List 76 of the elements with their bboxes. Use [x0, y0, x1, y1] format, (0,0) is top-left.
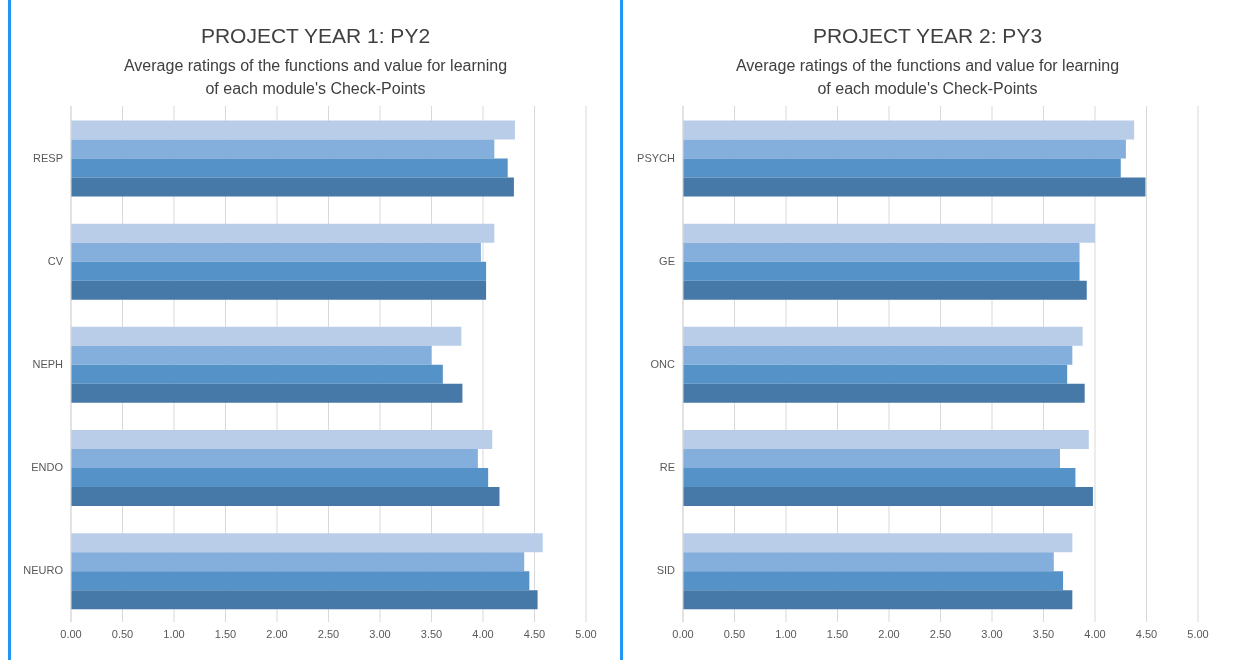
y-tick-label: RE — [659, 461, 675, 474]
bar — [71, 571, 530, 591]
x-tick-label: 4.00 — [472, 627, 494, 640]
x-tick-label: 2.00 — [878, 627, 900, 640]
x-tick-label: 0.00 — [60, 627, 82, 640]
bar — [683, 158, 1121, 178]
y-tick-label: CV — [47, 254, 64, 267]
bar — [683, 468, 1076, 488]
x-tick-label: 5.00 — [1187, 627, 1209, 640]
bar — [71, 449, 478, 469]
chart-subtitle: Average ratings of the functions and value for learning of each module's Check-Points — [734, 56, 1121, 99]
bar — [71, 430, 493, 450]
x-tick-label: 4.50 — [523, 627, 546, 640]
bar — [71, 533, 543, 553]
x-tick-label: 3.50 — [1032, 627, 1055, 640]
chart-subtitle: Average ratings of the functions and value for learning of each module's Check-Points — [122, 56, 509, 99]
bar — [683, 590, 1073, 610]
y-tick-label: RESP — [33, 151, 63, 164]
chart-title: PROJECT YEAR 1: PY2 — [199, 24, 432, 48]
bar — [71, 223, 495, 243]
bar — [71, 383, 463, 403]
x-tick-label: 1.50 — [214, 627, 237, 640]
bar — [71, 120, 515, 140]
x-tick-label: 1.00 — [163, 627, 185, 640]
bar — [683, 120, 1135, 140]
bar — [683, 242, 1080, 262]
x-tick-label: 0.50 — [111, 627, 134, 640]
bar — [71, 364, 443, 384]
y-tick-label: GE — [659, 254, 675, 267]
x-tick-label: 2.50 — [317, 627, 340, 640]
bar — [683, 177, 1146, 197]
bar — [683, 552, 1054, 572]
bar — [683, 280, 1087, 300]
bar — [71, 280, 487, 300]
x-tick-label: 5.00 — [575, 627, 597, 640]
x-tick-label: 4.00 — [1084, 627, 1106, 640]
x-tick-label: 1.50 — [826, 627, 849, 640]
bar — [71, 177, 514, 197]
bar — [71, 468, 489, 488]
x-tick-label: 3.50 — [420, 627, 443, 640]
bar — [683, 430, 1089, 450]
y-tick-label: ONC — [650, 357, 676, 370]
bar — [683, 139, 1126, 159]
bar — [683, 364, 1068, 384]
x-tick-label: 3.00 — [369, 627, 391, 640]
x-tick-label: 2.50 — [929, 627, 952, 640]
bar — [71, 139, 495, 159]
x-tick-label: 1.00 — [775, 627, 797, 640]
x-tick-label: 3.00 — [981, 627, 1003, 640]
bar — [683, 383, 1085, 403]
chart-title: PROJECT YEAR 2: PY3 — [811, 24, 1044, 48]
x-tick-label: 4.50 — [1135, 627, 1158, 640]
bar — [683, 326, 1083, 346]
bar — [71, 242, 481, 262]
y-tick-label: PSYCH — [637, 151, 676, 164]
bar — [71, 326, 462, 346]
bar — [683, 261, 1080, 281]
bar — [71, 552, 525, 572]
y-tick-label: SID — [656, 564, 676, 577]
bar — [683, 487, 1093, 507]
x-tick-label: 0.00 — [672, 627, 694, 640]
bar — [71, 487, 500, 507]
y-tick-label: ENDO — [31, 461, 64, 474]
bar — [71, 261, 487, 281]
bar — [71, 590, 538, 610]
bar — [71, 158, 508, 178]
y-tick-label: NEURO — [23, 564, 64, 577]
bar — [683, 533, 1073, 553]
bar — [683, 345, 1073, 365]
bar — [71, 345, 432, 365]
bar — [683, 449, 1060, 469]
x-tick-label: 0.50 — [723, 627, 746, 640]
bar — [683, 223, 1095, 243]
y-tick-label: NEPH — [32, 357, 64, 370]
x-tick-label: 2.00 — [266, 627, 288, 640]
bar — [683, 571, 1064, 591]
